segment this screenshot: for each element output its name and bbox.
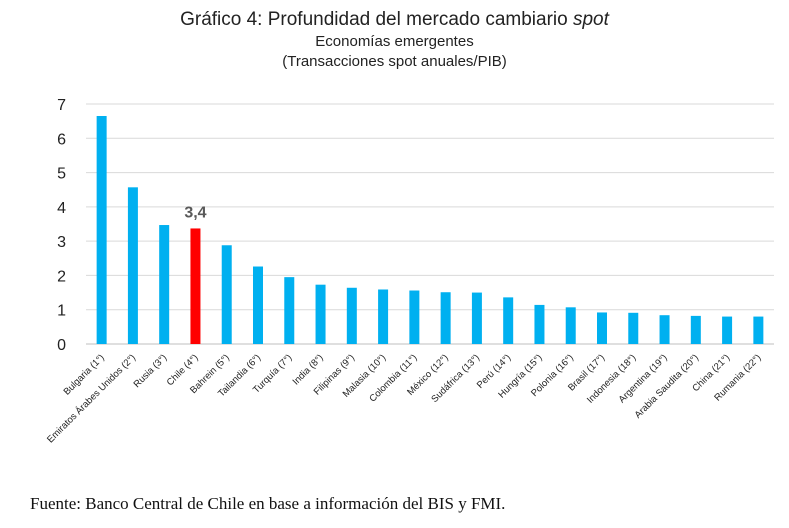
bar [190,228,201,344]
bar [284,277,295,344]
chart-title-text: Gráfico 4: Profundidad del mercado cambi… [180,9,573,30]
bar [409,290,420,344]
y-tick-label: 1 [57,303,66,320]
bar [503,297,514,344]
y-tick-label: 0 [57,337,66,354]
chart-title: Gráfico 4: Profundidad del mercado cambi… [0,8,789,32]
bar [96,116,107,344]
bar [253,266,263,344]
x-tick-label: Rusia (3°) [132,352,170,390]
y-tick-label: 7 [57,97,66,114]
bar [565,307,576,344]
bar [659,315,670,344]
data-label: 3,4 [184,204,206,221]
bar [127,187,138,344]
bar [597,312,607,344]
source-note: Fuente: Banco Central de Chile en base a… [30,494,506,513]
bar [471,292,482,344]
y-tick-label: 5 [57,166,66,183]
bar [378,289,389,344]
bar [722,316,733,344]
chart-title-block: Gráfico 4: Profundidad del mercado cambi… [0,8,789,72]
bar [159,225,170,344]
bar [440,292,451,344]
bar [690,315,701,344]
chart-subtitle-2: (Transacciones spot anuales/PIB) [282,53,507,70]
y-tick-label: 2 [57,268,66,285]
bar [315,284,326,344]
bar [628,312,639,344]
y-tick-label: 3 [57,234,66,251]
y-tick-label: 6 [57,131,66,148]
chart-title-italic: spot [572,9,609,30]
bar [534,304,545,344]
y-tick-label: 4 [57,200,66,217]
bar [221,245,232,344]
chart-subtitle-1: Economías emergentes [315,33,474,50]
bar [346,287,357,344]
bar [753,316,764,344]
